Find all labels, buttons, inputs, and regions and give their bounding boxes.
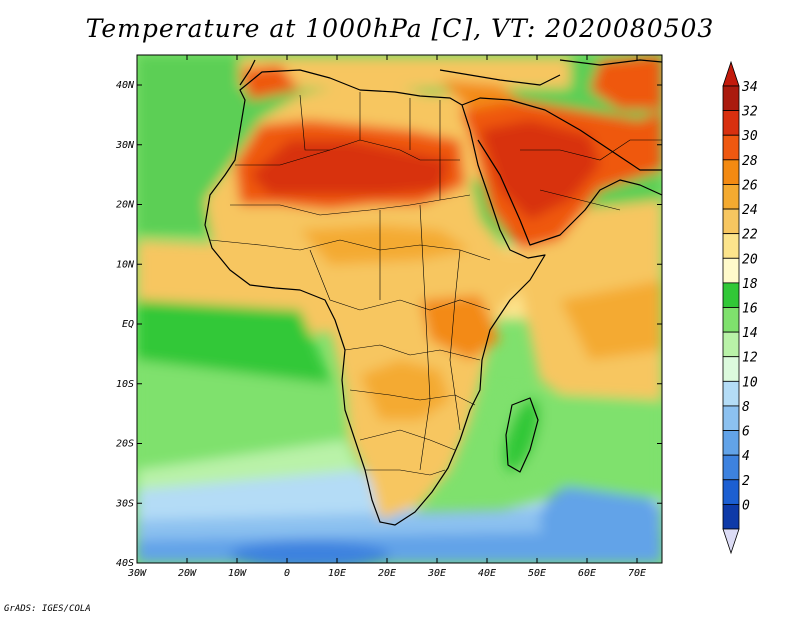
colorbar-level-label: 18: [742, 277, 758, 292]
lon-tick-label: 30E: [427, 568, 446, 579]
colorbar-level-label: 22: [742, 228, 758, 243]
colorbar-over-arrow: [722, 60, 740, 87]
colorbar-swatch: [722, 454, 740, 481]
colorbar-level-label: 12: [742, 351, 758, 366]
colorbar-swatch: [722, 110, 740, 136]
colorbar-level-label: 2: [742, 474, 750, 489]
colorbar-swatch: [722, 503, 740, 530]
lon-tick-label: 10E: [328, 568, 346, 579]
colorbar-swatch: [722, 307, 740, 333]
coastlines: [204, 59, 662, 526]
colorbar-swatch: [722, 208, 740, 235]
colorbar-swatch: [722, 331, 740, 358]
lat-tick-label: 30N: [115, 140, 135, 151]
colorbar-under-arrow: [722, 528, 740, 555]
colorbar-swatch: [722, 184, 740, 210]
lon-tick-label: 20E: [378, 568, 396, 579]
map-title: Temperature at 1000hPa [C], VT: 20200805…: [85, 14, 715, 43]
lat-tick-label: 20N: [116, 200, 135, 211]
colorbar-level-label: 0: [742, 498, 750, 513]
lon-tick-label: 60E: [578, 568, 596, 579]
colorbar-swatch: [722, 356, 740, 382]
map-axes: 30W 20W 10W 0 10E 20E 30E 40E 50E 60E 70E 40N 30N 20N…: [115, 55, 662, 579]
colorbar-level-label: 16: [742, 302, 758, 317]
map-frame: [136, 54, 663, 564]
lat-tick-label: 20S: [116, 439, 134, 450]
lon-tick-label: 20W: [178, 568, 197, 579]
colorbar-swatch: [722, 430, 740, 456]
colorbar-level-label: 34: [741, 80, 758, 95]
colorbar-swatch: [722, 134, 740, 161]
colorbar-level-label: 8: [742, 400, 750, 415]
lon-tick-label: 40E: [478, 568, 496, 579]
colorbar-swatch: [722, 479, 740, 505]
colorbar-level-label: 30: [741, 129, 758, 144]
colorbar-level-label: 4: [742, 449, 750, 464]
colorbar-swatch: [722, 85, 740, 112]
colorbar-level-label: 26: [742, 178, 758, 193]
colorbar-swatch: [722, 380, 740, 407]
lon-tick-label: 30W: [127, 568, 147, 579]
colorbar-swatch: [722, 282, 740, 308]
colorbar-level-label: 28: [742, 154, 758, 169]
colorbar-swatch: [722, 159, 740, 185]
colorbar-level-label: 32: [741, 105, 758, 120]
lon-tick-label: 70E: [628, 568, 646, 579]
colorbar-swatch: [722, 405, 740, 431]
lat-tick-label: 40N: [116, 80, 135, 91]
temperature-field: [137, 55, 662, 563]
lon-tick-label: 50E: [528, 568, 546, 579]
colorbar-swatch: [722, 257, 740, 284]
colorbar-swatch: [722, 233, 740, 259]
lat-tick-label: 10N: [116, 259, 135, 270]
colorbar-level-label: 20: [742, 252, 758, 267]
lon-tick-label: 0: [284, 568, 290, 579]
colorbar-level-label: 24: [742, 203, 758, 218]
lat-tick-label: 40S: [116, 558, 134, 569]
lat-tick-label: EQ: [122, 319, 134, 330]
country-borders: [209, 92, 662, 476]
lat-tick-label: 30S: [115, 498, 134, 509]
colorbar-level-label: 6: [742, 425, 750, 440]
colorbar-level-label: 10: [742, 375, 758, 390]
lat-tick-label: 10S: [116, 379, 134, 390]
credit-text: GrADS: IGES/COLA: [4, 604, 91, 614]
lon-tick-label: 10W: [228, 568, 247, 579]
colorbar-level-label: 14: [742, 326, 758, 341]
